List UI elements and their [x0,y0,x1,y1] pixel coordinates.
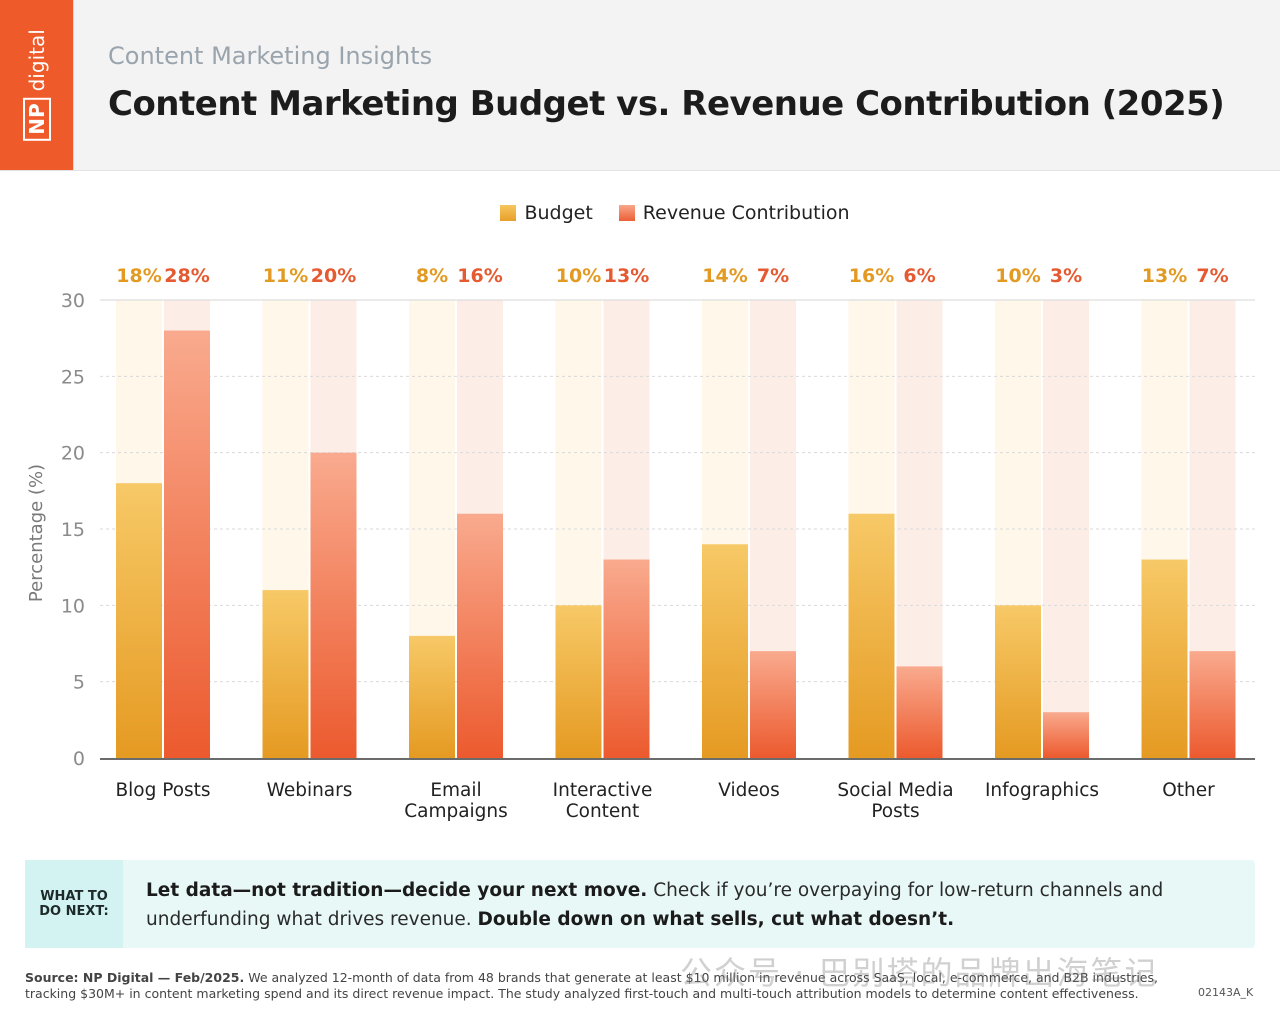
what-to-do-next-tag: WHAT TO DO NEXT: [25,860,123,948]
y-tick-label: 0 [73,748,85,770]
x-tick-label: Social Media [837,780,953,801]
data-label-budget: 8% [416,265,448,287]
data-label-budget: 16% [849,265,894,287]
data-label-budget: 14% [702,265,747,287]
wechat-watermark: 公众号 · 巴别塔的品牌出海笔记 [680,954,1159,992]
source-text: We analyzed 12-month of data from 48 bra… [25,970,1158,1001]
bar-budget [1141,559,1188,758]
bar-budget [995,605,1041,758]
legend-swatch-budget [500,205,517,221]
legend-swatch-revenue [618,205,635,221]
next-bold-1: Let data—not tradition—decide your next … [146,880,648,901]
bar-chart: 0 5 10 15 20 25 30 18% 28% Blog Posts 11% 20% Webina… [26,265,1255,822]
x-tick-label: Other [1162,780,1215,801]
x-tick-label: Interactive [553,780,653,801]
x-tick-label: Videos [718,780,779,801]
data-label-budget: 13% [1142,265,1187,287]
data-label-revenue: 7% [1196,265,1228,287]
bar-revenue [1043,712,1089,758]
y-tick-label: 15 [61,519,85,541]
x-tick-label: Infographics [985,780,1099,801]
x-tick-label: Blog Posts [115,780,210,801]
data-label-revenue: 6% [903,265,935,287]
data-label-budget: 11% [263,265,308,287]
legend-label-budget: Budget [524,202,593,224]
x-tick-label: Posts [871,801,919,822]
source-note: Source: NP Digital — Feb/2025. We analyz… [25,970,1185,1002]
bar-budget [555,605,602,758]
header-divider [0,170,1280,171]
y-axis-label: Percentage (%) [26,464,47,602]
data-label-revenue: 28% [164,265,209,287]
data-label-revenue: 3% [1050,265,1082,287]
y-tick-label: 25 [61,366,85,388]
y-tick-label: 30 [61,290,85,312]
next-text-1: Check if you’re overpaying for low-retur… [146,880,1164,930]
bar-revenue [750,651,796,758]
bar-budget [702,544,748,758]
data-label-revenue: 20% [311,265,356,287]
data-label-budget: 10% [556,265,601,287]
what-to-do-next-callout: WHAT TO DO NEXT: Let data—not tradition—… [25,860,1255,948]
bar-revenue [457,513,503,758]
data-label-revenue: 7% [757,265,789,287]
x-tick-label: Email [430,780,481,801]
np-digital-logo[interactable]: NP digital [0,0,74,170]
y-tick-label: 20 [61,443,85,465]
legend-label-revenue: Revenue Contribution [642,202,850,224]
bar-budget [848,513,895,758]
chart-legend: Budget Revenue Contribution [0,202,1280,224]
chart-code: 02143A_K [1198,986,1254,999]
bar-revenue [164,330,210,758]
bar-revenue [603,559,650,758]
x-tick-label: Webinars [267,780,353,801]
bar-revenue [1189,651,1236,758]
bar-budget [262,590,309,758]
page-title: Content Marketing Budget vs. Revenue Con… [108,84,1225,124]
x-tick-label: Content [566,801,640,822]
bar-revenue [896,666,943,758]
data-label-revenue: 13% [604,265,649,287]
bar-revenue [310,452,357,758]
bar-budget [116,483,162,758]
data-label-budget: 10% [995,265,1040,287]
legend-item-revenue: Revenue Contribution [618,202,850,224]
header-band [0,0,1280,170]
data-label-revenue: 16% [457,265,502,287]
what-to-do-next-text: Let data—not tradition—decide your next … [146,876,1226,934]
next-bold-2: Double down on what sells, cut what does… [477,909,955,930]
legend-item-budget: Budget [500,202,593,224]
source-bold: Source: NP Digital — Feb/2025. [25,970,245,985]
data-label-budget: 18% [116,265,161,287]
bar-budget [409,635,455,758]
y-tick-label: 5 [73,672,85,694]
x-tick-label: Campaigns [404,801,508,822]
page-subtitle: Content Marketing Insights [108,42,433,70]
y-tick-label: 10 [61,595,85,617]
